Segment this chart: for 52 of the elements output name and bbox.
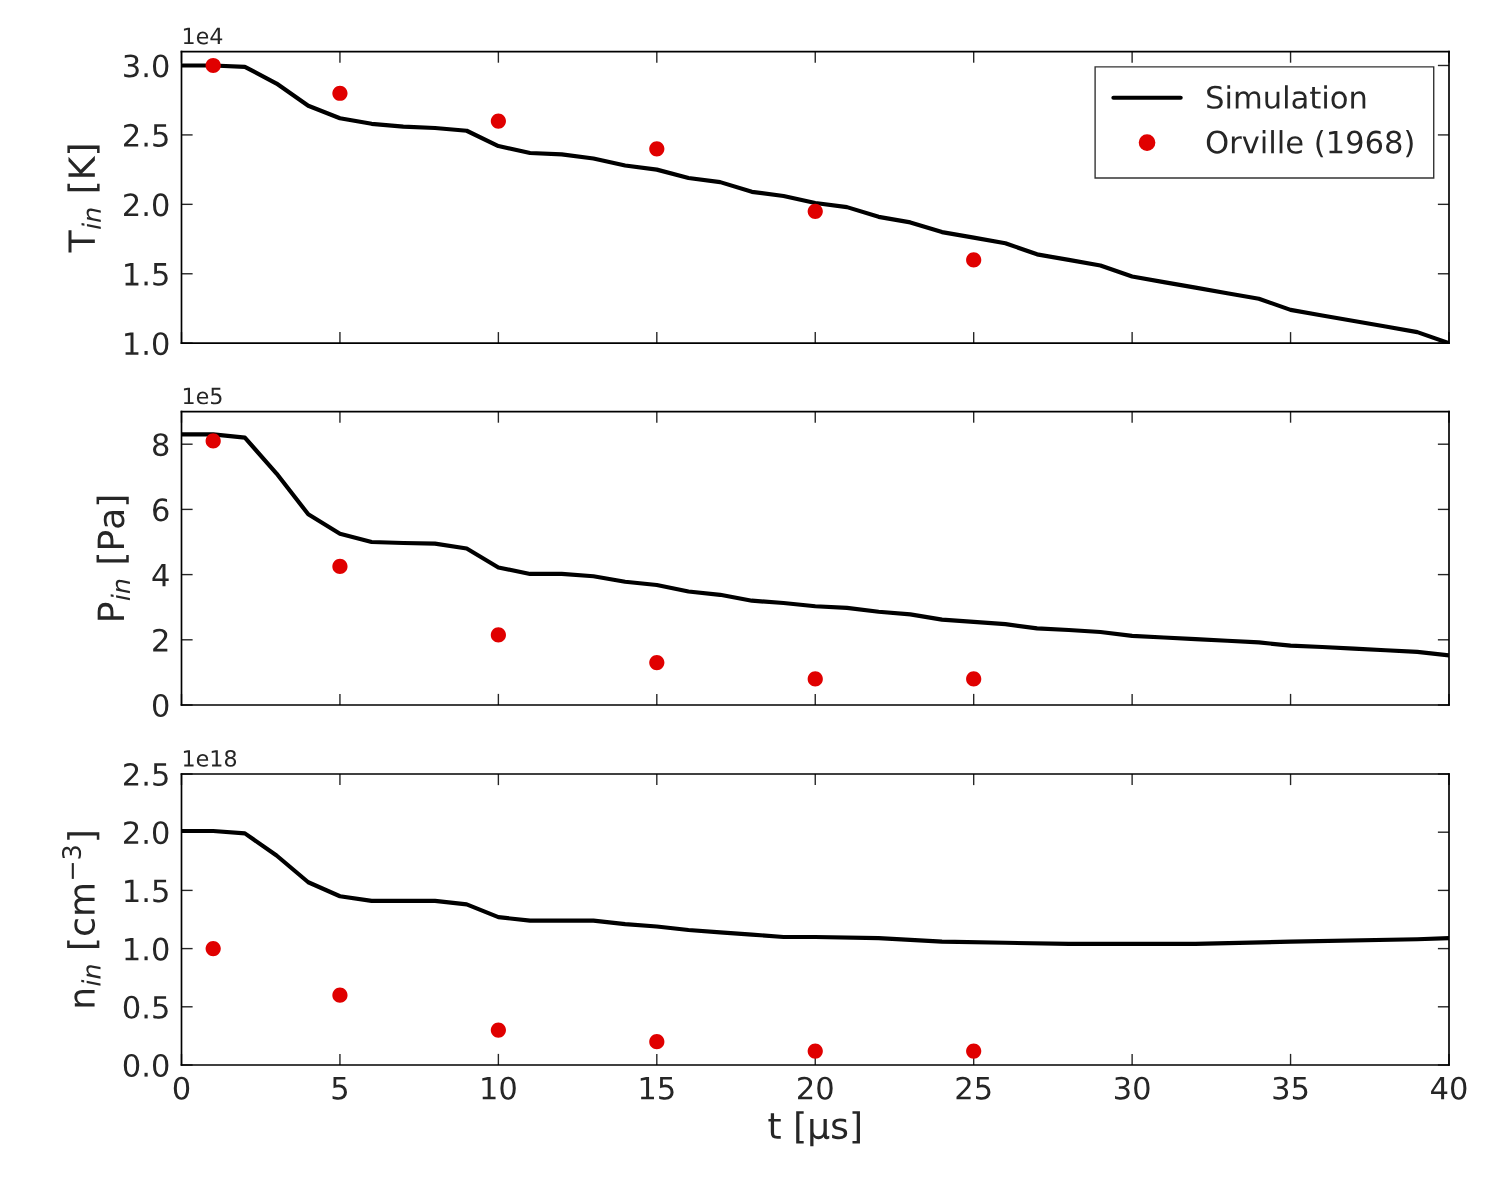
- y-tick-label: 0: [152, 693, 169, 718]
- point: [807, 203, 823, 219]
- point: [966, 252, 982, 268]
- x-tick-label: 20: [798, 1076, 833, 1100]
- point: [649, 141, 665, 157]
- point: [332, 558, 348, 575]
- x-tick-label: 0: [173, 1076, 190, 1100]
- y-axis-title: T$_{in}$ [K]: [67, 145, 101, 253]
- x-tick-label: 30: [1115, 1076, 1150, 1100]
- y-tick-label: 8: [153, 433, 169, 457]
- point: [807, 671, 823, 687]
- y-tick-label: 1.0: [125, 332, 169, 356]
- y-tick-label: 6: [153, 498, 169, 522]
- y-tick-label: 2.0: [124, 193, 169, 217]
- point: [205, 433, 221, 449]
- point: [807, 1043, 823, 1059]
- x-axis-title: t [μs]: [768, 1111, 860, 1147]
- point: [649, 1034, 665, 1050]
- y-tick-label: 2.5: [124, 762, 168, 787]
- point: [966, 671, 982, 687]
- y-axis-title: P$_{in}$ [Pa]: [96, 496, 130, 620]
- x-tick-label: 5: [332, 1077, 347, 1100]
- point: [649, 655, 665, 671]
- y-tick-label: 4: [152, 563, 169, 587]
- text: 1e5: [183, 387, 222, 405]
- point: [205, 940, 221, 957]
- y-tick-label: 3.0: [124, 54, 169, 78]
- x-tick-label: 15: [640, 1077, 674, 1100]
- y-tick-label: 1.0: [125, 937, 169, 961]
- y-tick-label: 2.0: [124, 821, 169, 845]
- point: [966, 1043, 982, 1059]
- point: [205, 57, 221, 74]
- y-axis-title: n$_{in}$ [cm$^{−3}$]: [61, 832, 101, 1007]
- x-tick-label: 35: [1273, 1076, 1308, 1100]
- point: [332, 987, 348, 1003]
- legend-label: Orville (1968): [1206, 130, 1413, 158]
- y-tick-label: 0.5: [123, 995, 168, 1019]
- point: [490, 1022, 506, 1038]
- point: [332, 85, 348, 101]
- point: [490, 113, 506, 129]
- y-tick-label: 2.5: [124, 123, 168, 147]
- x-tick-label: 25: [956, 1076, 991, 1100]
- point: [490, 627, 506, 643]
- x-tick-label: 10: [482, 1076, 516, 1100]
- legend-label: Simulation: [1207, 85, 1366, 109]
- y-tick-label: 1.5: [125, 879, 168, 903]
- text: 1e18: [183, 749, 237, 767]
- y-tick-label: 0.0: [123, 1053, 169, 1078]
- y-tick-label: 2: [153, 628, 168, 652]
- text: 1e4: [183, 27, 223, 45]
- x-tick-label: 40: [1431, 1076, 1467, 1100]
- y-tick-label: 1.5: [125, 263, 168, 286]
